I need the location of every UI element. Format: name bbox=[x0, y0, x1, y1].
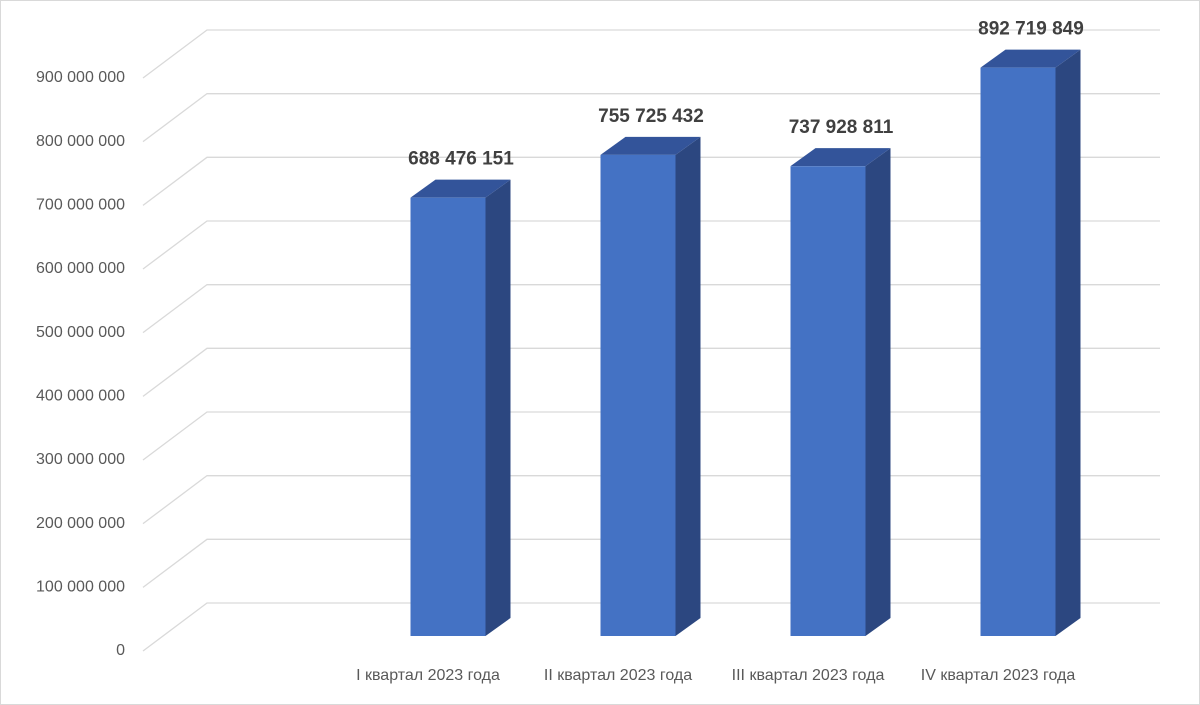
bar-top bbox=[980, 49, 1081, 68]
x-tick-label: III квартал 2023 года bbox=[732, 667, 885, 684]
data-label: 737 928 811 bbox=[789, 117, 894, 138]
y-tick-label: 400 000 000 bbox=[36, 388, 125, 405]
y-tick-label: 300 000 000 bbox=[36, 451, 125, 468]
bar-top bbox=[600, 136, 701, 155]
x-tick-label: I квартал 2023 года bbox=[356, 667, 500, 684]
y-tick-label: 200 000 000 bbox=[36, 515, 125, 532]
data-label: 688 476 151 bbox=[408, 149, 514, 170]
bar-side bbox=[485, 179, 511, 637]
grid-line bbox=[142, 29, 1160, 79]
bar bbox=[410, 197, 486, 637]
y-tick-label: 0 bbox=[116, 642, 125, 659]
bar-side bbox=[1055, 49, 1081, 637]
y-tick-label: 100 000 000 bbox=[36, 579, 125, 596]
y-tick-label: 500 000 000 bbox=[36, 324, 125, 341]
bar bbox=[790, 166, 866, 637]
grid-line bbox=[142, 93, 1160, 143]
bar-top bbox=[790, 148, 891, 167]
bar-side bbox=[675, 136, 701, 637]
bar-side bbox=[865, 148, 891, 637]
x-tick-label: II квартал 2023 года bbox=[544, 667, 692, 684]
bar bbox=[600, 154, 676, 637]
y-tick-label: 700 000 000 bbox=[36, 197, 125, 214]
bar bbox=[980, 67, 1056, 637]
data-label: 892 719 849 bbox=[978, 19, 1084, 40]
y-tick-label: 900 000 000 bbox=[36, 69, 125, 86]
x-tick-label: IV квартал 2023 года bbox=[921, 667, 1076, 684]
y-tick-label: 800 000 000 bbox=[36, 133, 125, 150]
y-tick-label: 600 000 000 bbox=[36, 260, 125, 277]
data-label: 755 725 432 bbox=[598, 106, 704, 127]
bar-top bbox=[410, 179, 511, 198]
